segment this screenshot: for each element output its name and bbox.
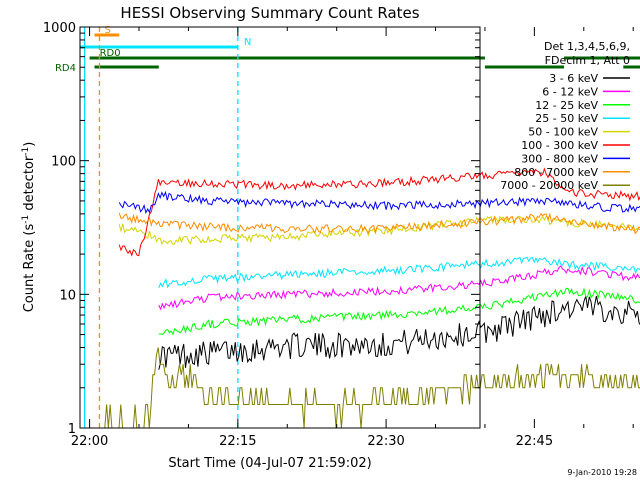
y-tick-label: 100 — [51, 155, 76, 170]
legend-entry-label: 6 - 12 keV — [542, 85, 598, 98]
legend-entry-label: 50 - 100 keV — [528, 126, 598, 139]
legend-header-line: FDecim 1, Att 0 — [545, 54, 630, 67]
flag-label: N — [244, 37, 251, 48]
legend-entry-label: 100 - 300 keV — [521, 139, 598, 152]
y-tick-label: 10 — [59, 288, 76, 303]
x-tick-label: 22:45 — [516, 434, 553, 449]
legend-entry-label: 25 - 50 keV — [535, 112, 598, 125]
x-tick-label: 22:30 — [367, 434, 404, 449]
flag-label: RD0 — [100, 48, 121, 59]
series-line — [159, 296, 640, 370]
y-axis-label-exponent: -1 — [21, 215, 31, 224]
y-axis-label-part: Count Rate (s — [22, 224, 37, 313]
y-axis-label-exponent: -1 — [21, 147, 31, 156]
legend-header-line: Det 1,3,4,5,6,9, — [544, 40, 630, 53]
chart-title: HESSI Observing Summary Count Rates — [120, 4, 419, 22]
x-axis-label: Start Time (04-Jul-07 21:59:02) — [168, 456, 371, 471]
y-tick-label: 1000 — [43, 21, 76, 36]
y-axis-label-part: detector — [22, 155, 37, 215]
flag-label: RD4 — [55, 63, 76, 74]
legend-entry-label: 3 - 6 keV — [549, 72, 598, 85]
legend-entry-label: 300 - 800 keV — [521, 152, 598, 165]
legend-entry-label: 7000 - 20000 keV — [500, 179, 598, 192]
legend: Det 1,3,4,5,6,9, FDecim 1, Att 0 3 - 6 k… — [500, 40, 630, 192]
footer-date: 9-Jan-2010 19:28 — [567, 468, 637, 477]
series-line — [100, 319, 640, 428]
legend-entry-label: 800 - 7000 keV — [514, 166, 598, 179]
x-tick-label: 22:15 — [219, 434, 256, 449]
x-tick-label: 22:00 — [71, 434, 108, 449]
plot-frame — [80, 27, 480, 428]
series-line — [119, 208, 640, 244]
series-line — [159, 233, 640, 287]
series-line — [159, 277, 640, 334]
y-axis-label: Count Rate (s-1 detector-1) — [21, 142, 37, 313]
y-tick-label: 1 — [68, 422, 76, 437]
legend-entry-label: 12 - 25 keV — [535, 99, 598, 112]
y-axis-label-part: ) — [22, 142, 37, 147]
